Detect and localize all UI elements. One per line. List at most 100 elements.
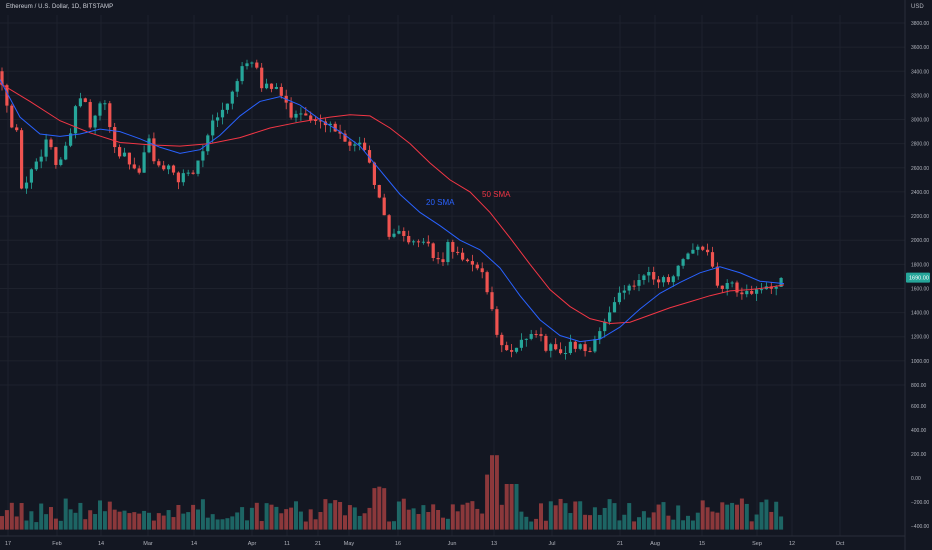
volume-bar xyxy=(661,502,666,530)
candle-body xyxy=(514,347,519,352)
candle-body xyxy=(725,283,729,289)
volume-bar xyxy=(367,507,372,530)
volume-bar xyxy=(764,499,769,530)
volume-bar xyxy=(406,509,411,530)
volume-bar xyxy=(230,516,235,530)
volume-bar xyxy=(63,498,68,530)
volume-bar xyxy=(19,503,24,530)
candle-body xyxy=(416,241,421,243)
candle-body xyxy=(392,233,396,237)
volume-bar xyxy=(543,520,548,530)
volume-bar xyxy=(49,507,53,530)
volume-bar xyxy=(382,488,387,530)
candle-body xyxy=(260,67,264,89)
candle-body xyxy=(132,164,136,169)
candle-body xyxy=(113,127,117,148)
volume-bar xyxy=(392,521,396,530)
volume-bar xyxy=(88,510,93,530)
volume-bar xyxy=(739,498,744,530)
volume-bar xyxy=(93,514,98,530)
volume-bar xyxy=(245,520,249,530)
volume-bar xyxy=(641,511,646,530)
volume-bar xyxy=(597,514,602,530)
candle-body xyxy=(632,285,636,287)
candle-body xyxy=(475,264,479,269)
volume-bar xyxy=(269,504,274,530)
volume-bar xyxy=(9,502,14,530)
volume-bar xyxy=(539,503,543,530)
volume-bar xyxy=(715,512,720,530)
candle-body xyxy=(230,91,234,104)
candle-body xyxy=(358,142,362,145)
volume-bar xyxy=(646,517,651,530)
volume-bar xyxy=(200,499,205,530)
candle-body xyxy=(289,102,293,118)
candle-body xyxy=(15,127,19,131)
volume-bar xyxy=(779,516,784,530)
candle-body xyxy=(338,131,342,134)
price-tick-label: 2600.00 xyxy=(911,166,929,172)
volume-bar xyxy=(426,512,431,530)
candle-body xyxy=(274,86,278,89)
candle-body xyxy=(29,169,33,183)
volume-bar xyxy=(494,455,499,530)
candle-body xyxy=(309,115,313,120)
candle-body xyxy=(34,161,38,170)
candle-body xyxy=(480,268,484,273)
candle-body xyxy=(171,165,176,173)
volume-bar xyxy=(470,501,475,530)
volume-bar xyxy=(754,514,759,530)
candle-body xyxy=(529,334,533,339)
time-tick-label: 13 xyxy=(491,541,497,547)
candle-body xyxy=(299,113,303,115)
volume-bar xyxy=(44,514,49,530)
volume-bar xyxy=(568,513,573,530)
volume-bar xyxy=(372,488,377,530)
candle-body xyxy=(5,85,9,106)
candle-body xyxy=(402,231,406,236)
sma50-label: 50 SMA xyxy=(482,190,511,199)
volume-bar xyxy=(171,517,176,530)
candle-body xyxy=(421,241,425,243)
volume-tick-label: 400.00 xyxy=(911,428,927,434)
volume-bar xyxy=(602,507,607,530)
candle-body xyxy=(103,103,107,105)
time-tick-label: Jun xyxy=(448,541,457,547)
volume-bar xyxy=(656,504,661,530)
volume-bar xyxy=(156,513,161,530)
volume-bar xyxy=(686,515,690,530)
candle-body xyxy=(211,120,215,136)
price-tick-label: 3400.00 xyxy=(911,69,929,75)
candle-body xyxy=(568,341,572,354)
price-tick-label: 2400.00 xyxy=(911,190,929,196)
candle-body xyxy=(0,71,4,86)
candle-body xyxy=(490,292,494,310)
volume-bar xyxy=(151,520,156,530)
volume-bar xyxy=(749,521,754,530)
volume-bar xyxy=(308,509,313,530)
volume-bar xyxy=(205,517,210,530)
volume-bar xyxy=(313,519,318,530)
volume-bar xyxy=(695,512,700,530)
candle-body xyxy=(715,266,719,286)
volume-bar xyxy=(553,505,558,530)
candle-body xyxy=(191,172,195,174)
volume-bar xyxy=(416,514,421,530)
candle-body xyxy=(661,277,666,283)
volume-bar xyxy=(622,514,627,530)
volume-bar xyxy=(122,510,127,530)
volume-bar xyxy=(607,499,612,530)
candle-body xyxy=(539,334,543,336)
volume-bar xyxy=(401,498,406,530)
price-tick-label: 3800.00 xyxy=(911,21,929,27)
candle-body xyxy=(10,105,14,128)
candle-body xyxy=(671,276,675,283)
volume-bar xyxy=(690,520,695,530)
candle-body xyxy=(759,289,764,291)
volume-bar xyxy=(460,504,465,530)
volume-bar xyxy=(676,505,681,530)
price-tick-label: 1000.00 xyxy=(911,359,929,365)
volume-bar xyxy=(191,504,196,530)
price-tick-label: 3600.00 xyxy=(911,45,929,51)
